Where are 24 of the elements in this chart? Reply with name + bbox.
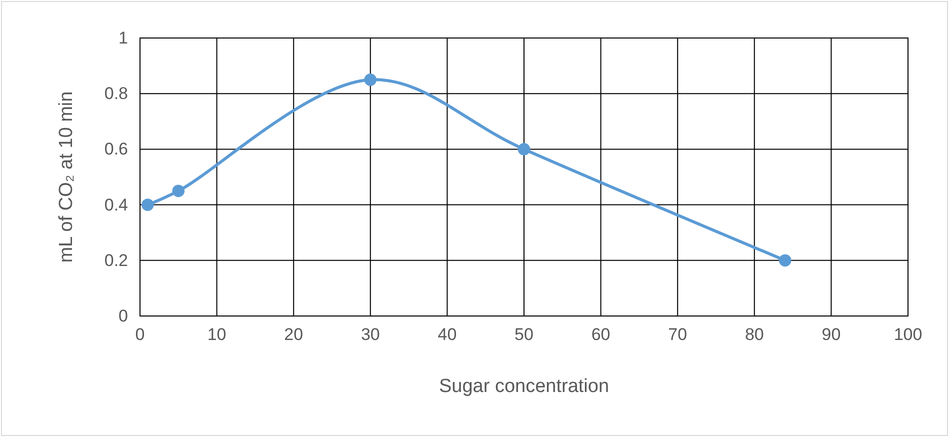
y-tick-label: 0.2 <box>104 250 128 270</box>
x-tick-label: 90 <box>822 325 841 344</box>
x-tick-label: 40 <box>438 325 457 344</box>
x-tick-label: 10 <box>207 325 226 344</box>
x-tick-label: 30 <box>360 325 380 344</box>
point <box>172 184 185 198</box>
x-tick-label: 100 <box>894 325 922 344</box>
x-tick-label: 70 <box>668 325 688 344</box>
point <box>778 254 792 267</box>
y-tick-label: 0.6 <box>104 140 128 159</box>
x-tick-label: 20 <box>284 325 304 344</box>
point <box>142 198 154 211</box>
y-tick-label: 0.8 <box>104 84 128 104</box>
point <box>518 143 530 156</box>
y-tick-label: 1 <box>118 28 128 48</box>
x-tick-label: 0 <box>135 325 145 344</box>
y-tick-label: 0.4 <box>104 195 128 214</box>
x-tick-label: 80 <box>744 325 764 344</box>
y-tick-label: 0 <box>118 306 128 326</box>
point <box>364 74 377 86</box>
x-tick-label: 50 <box>514 325 534 344</box>
x-axis-title: Sugar concentration <box>438 376 610 397</box>
x-tick-label: 60 <box>591 325 610 344</box>
y-axis-title: mL of CO₂ at 10 min <box>56 91 77 263</box>
